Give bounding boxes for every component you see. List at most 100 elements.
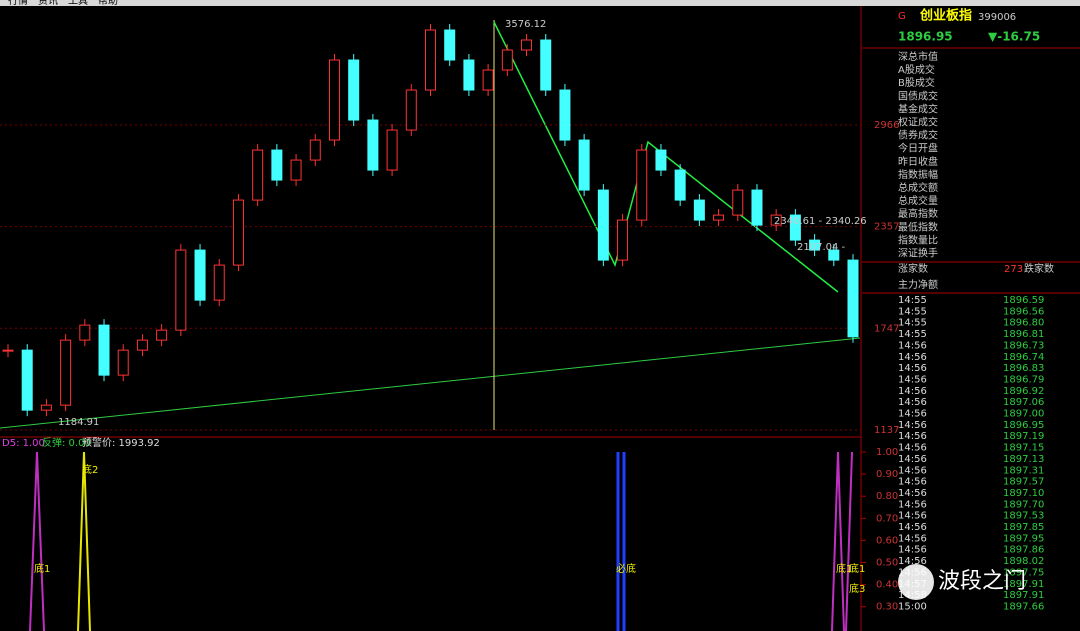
candle	[348, 59, 360, 121]
tick-price: 1897.53	[1003, 511, 1044, 522]
tick-time: 14:56	[898, 511, 927, 522]
y-tick-label: 0.30	[876, 602, 898, 613]
price: 1896.95	[898, 30, 953, 44]
annotation: 2340.61 - 2340.26	[774, 216, 867, 227]
menu-bar	[0, 0, 1080, 6]
y-tick-label: 0.60	[876, 535, 898, 546]
annotation: 1184.91	[58, 417, 99, 428]
y-tick-label: 1.00	[876, 447, 898, 458]
y-tick-label: 0.70	[876, 513, 898, 524]
tick-price: 1897.15	[1003, 443, 1044, 454]
tick-price: 1897.19	[1003, 431, 1044, 442]
candle	[156, 329, 168, 341]
candle	[463, 59, 475, 91]
tick-time: 14:56	[898, 397, 927, 408]
menu-item[interactable]: 行情	[8, 0, 28, 7]
candle	[636, 149, 648, 221]
tick-time: 14:56	[898, 340, 927, 351]
tick-price: 1898.02	[1003, 556, 1044, 567]
tick-price: 1896.80	[1003, 318, 1044, 329]
tick-time: 14:56	[898, 477, 927, 488]
tick-time: 14:56	[898, 363, 927, 374]
tick-time: 14:56	[898, 488, 927, 499]
field-label: 昨日收盘	[898, 155, 938, 168]
field-label: 深证换手	[898, 247, 938, 260]
field-label: 指数振幅	[898, 168, 938, 181]
candle	[79, 324, 91, 341]
candle	[309, 139, 321, 161]
up-count: 273	[1004, 264, 1023, 275]
field-label: 国债成交	[898, 89, 938, 102]
watermark: 波段之门	[898, 564, 1026, 600]
field-label: 权证成交	[898, 116, 938, 129]
candle	[232, 199, 244, 266]
indicator-legend: D5: 1.00	[2, 438, 45, 449]
candle	[425, 29, 436, 91]
spike	[831, 451, 853, 631]
tick-price: 1897.86	[1003, 545, 1044, 556]
field-label: 今日开盘	[898, 142, 938, 155]
tick-time: 15:00	[898, 601, 927, 612]
tick-price: 1897.13	[1003, 454, 1044, 465]
candle	[136, 339, 148, 351]
tick-time: 14:56	[898, 352, 927, 363]
indicator-legend: 反弹: 0.00	[42, 436, 91, 449]
candle	[789, 214, 801, 241]
tick-time: 14:56	[898, 522, 927, 533]
candle	[770, 214, 782, 226]
tick-price: 1897.06	[1003, 397, 1044, 408]
candle	[617, 219, 629, 261]
field-label: 最高指数	[898, 207, 938, 220]
tick-price: 1897.85	[1003, 522, 1044, 533]
menu-item[interactable]: 工具	[68, 0, 88, 7]
tick-price: 1896.81	[1003, 329, 1044, 340]
tick-time: 14:56	[898, 454, 927, 465]
tick-time: 14:56	[898, 431, 927, 442]
candle	[98, 324, 110, 376]
field-label: 总成交量	[898, 194, 938, 207]
menu-item[interactable]: 资讯	[38, 0, 58, 7]
candle	[578, 139, 590, 191]
tick-price: 1896.56	[1003, 306, 1044, 317]
down-label: 跌家数	[1024, 262, 1054, 275]
annotation: 2107.04 -	[797, 242, 846, 253]
tick-price: 1897.91	[1003, 590, 1044, 601]
candle	[501, 49, 513, 71]
candle	[521, 39, 533, 51]
spike-label: 底1	[849, 562, 865, 575]
tick-price: 1896.59	[1003, 295, 1044, 306]
candle	[674, 169, 686, 201]
tick-time: 14:55	[898, 295, 927, 306]
candle	[386, 129, 398, 171]
trend-line	[0, 337, 861, 429]
annotation: 3576.12	[505, 19, 546, 30]
spike	[77, 451, 91, 631]
tick-price: 1897.10	[1003, 488, 1044, 499]
candle	[175, 249, 187, 331]
y-tick-label: 2966	[874, 120, 899, 131]
candle	[713, 214, 725, 221]
tick-time: 14:55	[898, 329, 927, 340]
y-tick-label: 0.40	[876, 580, 898, 591]
candle	[21, 349, 33, 411]
field-label: 债券成交	[898, 129, 938, 142]
index-name: 创业板指	[919, 8, 972, 24]
candle	[328, 59, 340, 141]
candle	[751, 189, 763, 226]
spike	[616, 452, 626, 631]
spike-label: 必底	[616, 562, 636, 575]
tick-price: 1896.74	[1003, 352, 1044, 363]
tick-price: 1897.70	[1003, 499, 1044, 510]
field-label: B股成交	[898, 76, 935, 89]
tick-price: 1896.73	[1003, 340, 1044, 351]
tick-time: 14:56	[898, 386, 927, 397]
tick-price: 1897.95	[1003, 533, 1044, 544]
menu-item[interactable]: 帮助	[98, 0, 118, 7]
candle	[732, 189, 744, 216]
spike-label: 底2	[82, 463, 98, 476]
candle	[117, 349, 129, 376]
tick-time: 14:56	[898, 443, 927, 454]
candle	[597, 189, 609, 261]
tick-time: 14:56	[898, 545, 927, 556]
